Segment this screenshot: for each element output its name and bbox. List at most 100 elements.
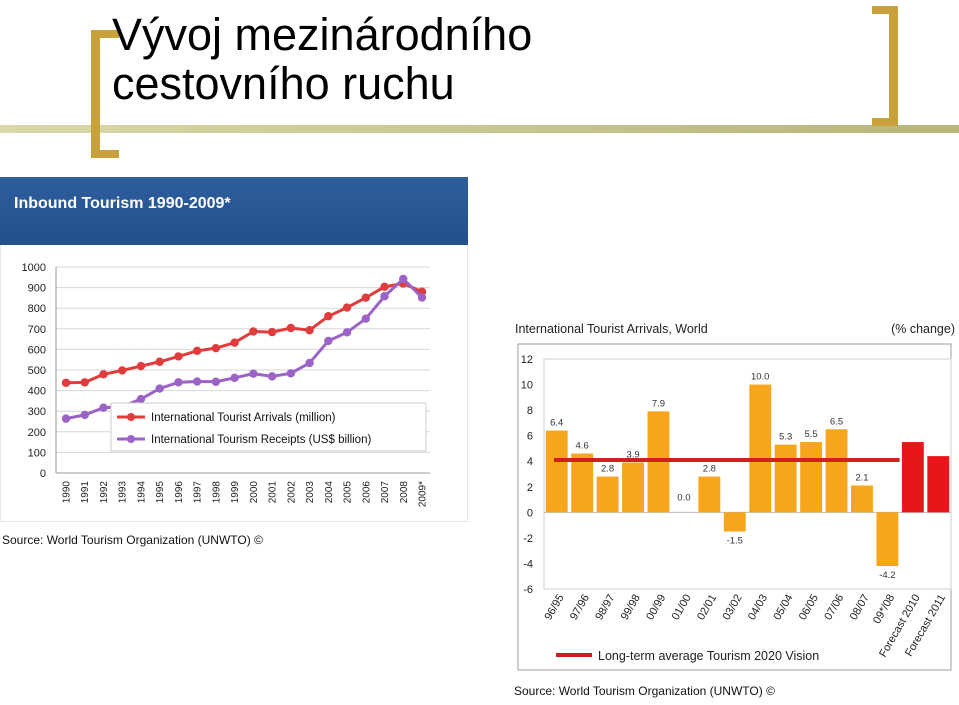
bar [825,429,848,513]
bar [901,442,924,513]
x-tick-label: 1993 [118,481,129,504]
series-2-point [399,274,408,284]
series-2-point [230,373,239,383]
y-tick-label: 4 [527,456,533,468]
series-1-point [305,326,314,335]
series-1-point [99,370,108,379]
x-tick-label: 1995 [155,481,166,504]
y-tick-label: 0 [527,507,533,519]
series-1-point [80,378,89,387]
x-tick-label: 1997 [193,481,204,504]
series-1-point [361,293,370,302]
y-tick-label: 100 [28,447,46,459]
series-1-point [249,327,258,336]
x-tick-label: 2003 [305,481,316,504]
arrivals-change-bar-chart: International Tourist Arrivals, World (% … [515,322,955,671]
y-tick-label: 6 [527,431,533,443]
bar [723,512,746,532]
y-tick-label: -4 [523,558,533,570]
y-tick-label: 8 [527,405,533,417]
bar [545,430,568,513]
series-1-point [174,352,183,361]
series-2-point [417,293,427,302]
bar [851,485,873,513]
x-tick-label: 1994 [136,481,147,504]
left-chart-source: Source: World Tourism Organization (UNWT… [2,533,263,547]
x-tick-label: 1999 [230,481,241,504]
slide-title-line-1: Vývoj mezinárodního [112,9,533,60]
legend-swatch-marker [127,435,135,443]
x-tick-label: 1996 [174,481,185,504]
y-tick-label: -2 [523,533,533,545]
legend-label: International Tourist Arrivals (million) [151,412,336,424]
series-1-point [211,343,221,353]
y-tick-label: 600 [28,344,46,356]
bar-data-label: 2.8 [703,464,716,475]
y-tick-label: 800 [28,303,46,315]
series-2-point [99,403,108,412]
x-tick-label: 1991 [80,481,91,504]
series-2-point [267,372,277,381]
series-2-point [361,314,370,323]
x-tick-label: 2005 [343,481,354,504]
bar [876,512,899,566]
bar [698,476,721,513]
bar-data-label: 4.6 [576,441,589,452]
series-1-point [286,323,296,333]
bar-chart-title: International Tourist Arrivals, World [515,322,708,336]
inbound-tourism-header: Inbound Tourism 1990-2009* [0,177,468,245]
bar-data-label: 10.0 [751,372,770,383]
y-tick-label: 12 [521,354,533,366]
x-tick-label: 2002 [286,481,297,504]
bar [596,476,619,513]
y-tick-label: 500 [28,365,46,377]
series-2-point [380,292,389,301]
series-2-point [324,336,333,346]
series-1-point [118,366,127,375]
left-bracket-bottom [91,150,119,158]
x-tick-label: 1992 [99,481,110,504]
bar-data-label: 6.4 [550,418,563,429]
legend-label: International Tourism Receipts (US$ bill… [151,434,371,446]
y-tick-label: 0 [40,468,46,480]
inbound-tourism-panel: Inbound Tourism 1990-2009* 1000 900 800 700… [0,177,468,522]
series-2-point [342,328,352,337]
y-tick-label: 10 [521,380,533,392]
bar [927,456,950,513]
x-tick-label: 1990 [62,481,73,504]
right-bracket-top [872,6,898,14]
right-bracket-vertical [889,6,898,126]
bar-data-label: 0.0 [677,492,690,503]
x-tick-label: 2007 [380,481,391,504]
series-2-point [80,410,89,420]
bar [749,384,772,513]
series-2-point [174,378,183,387]
series-1-point [61,378,71,387]
series-2-point [211,377,221,386]
bar-chart-unit-label: (% change) [891,322,955,336]
x-tick-label: 2000 [249,481,260,504]
y-tick-label: 900 [28,283,46,295]
x-tick-label: 2001 [268,481,279,504]
left-bracket-top [91,30,119,38]
series-2-point [286,369,296,378]
series-2-point [155,384,164,393]
y-tick-label: 300 [28,406,46,418]
x-tick-label: 1998 [211,481,222,504]
bar [774,444,797,513]
series-1-point [136,361,146,371]
bar-data-label: 2.8 [601,464,614,475]
series-2-point [136,394,146,404]
series-2-point [61,414,71,423]
inbound-tourism-title: Inbound Tourism 1990-2009* [14,195,231,212]
bar-data-label: 2.1 [855,473,868,484]
bar-data-label: -4.2 [879,570,895,581]
bar [800,442,823,513]
legend-label: Long-term average Tourism 2020 Vision [598,649,819,663]
series-2-point [305,358,314,368]
y-tick-label: 1000 [22,262,46,274]
slide-title: Vývoj mezinárodního cestovního ruchu [112,10,532,108]
y-tick-label: -6 [523,584,533,596]
bar-data-label: 5.5 [804,429,817,440]
